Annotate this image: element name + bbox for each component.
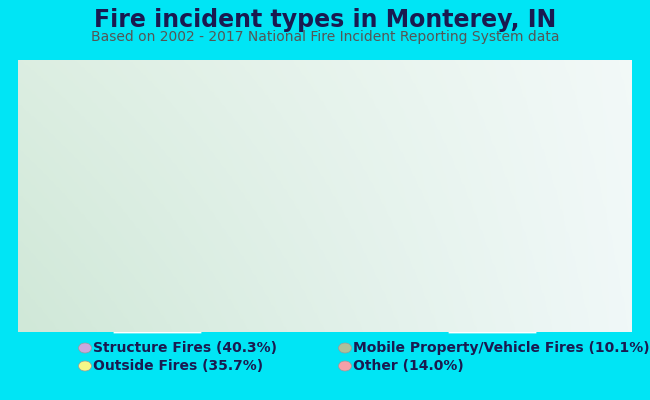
Text: City-Data.com: City-Data.com: [538, 105, 622, 118]
Text: Mobile Property/Vehicle Fires (10.1%): Mobile Property/Vehicle Fires (10.1%): [353, 341, 649, 355]
Text: Fire incident types in Monterey, IN: Fire incident types in Monterey, IN: [94, 8, 556, 32]
Wedge shape: [326, 122, 515, 279]
Text: Based on 2002 - 2017 National Fire Incident Reporting System data: Based on 2002 - 2017 National Fire Incid…: [91, 30, 559, 44]
Wedge shape: [438, 243, 535, 332]
Ellipse shape: [79, 361, 92, 371]
Ellipse shape: [79, 343, 92, 353]
Ellipse shape: [339, 361, 352, 371]
Wedge shape: [115, 132, 287, 332]
Text: Structure Fires (40.3%): Structure Fires (40.3%): [93, 341, 277, 355]
Text: Outside Fires (35.7%): Outside Fires (35.7%): [93, 359, 263, 373]
Ellipse shape: [339, 343, 352, 353]
Wedge shape: [262, 122, 328, 213]
Text: Other (14.0%): Other (14.0%): [353, 359, 463, 373]
